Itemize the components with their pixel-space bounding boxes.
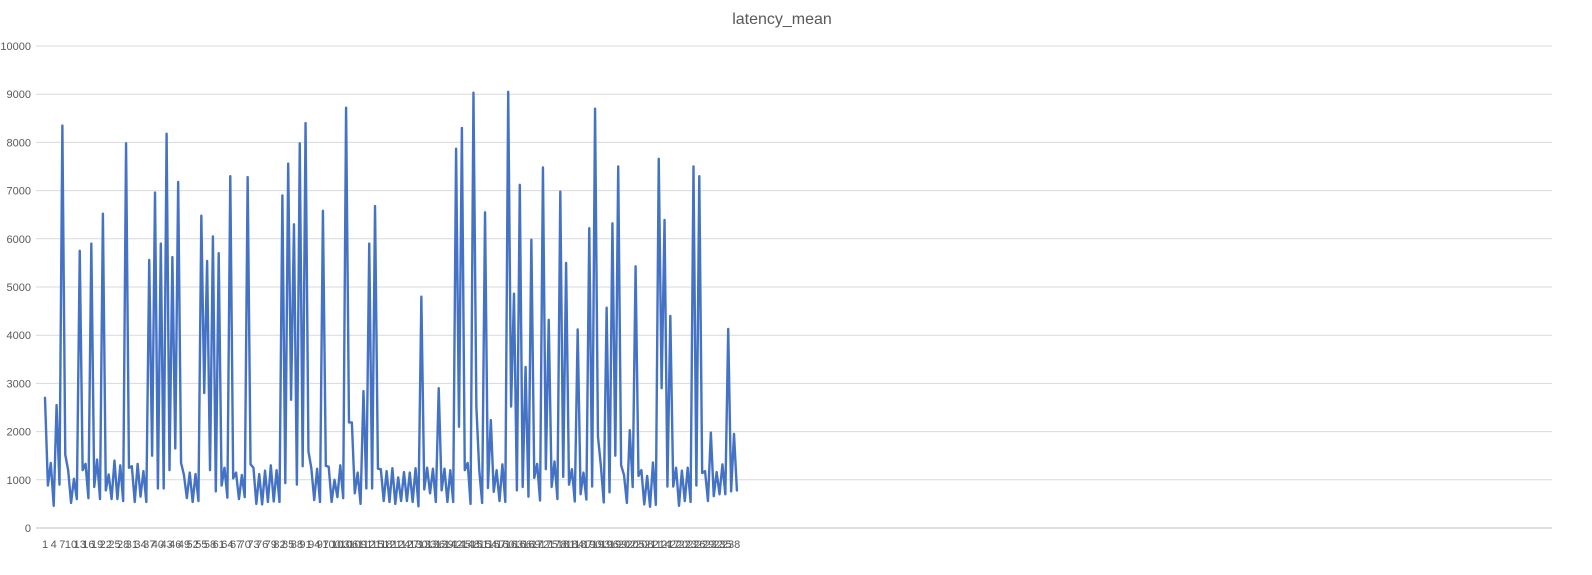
x-tick-label: 55	[195, 539, 207, 551]
y-tick-label: 7000	[7, 186, 31, 198]
x-tick-label: 97	[317, 539, 329, 551]
x-tick-label: 238	[722, 539, 740, 551]
x-tick-label: 220	[670, 539, 688, 551]
x-tick-label: 4	[51, 539, 57, 551]
x-tick-label: 184	[566, 539, 584, 551]
x-tick-label: 187	[574, 539, 592, 551]
x-tick-label: 145	[453, 539, 471, 551]
x-tick-label: 85	[282, 539, 294, 551]
x-tick-label: 82	[273, 539, 285, 551]
x-tick-label: 1	[42, 539, 48, 551]
x-tick-label: 100	[322, 539, 340, 551]
x-tick-label: 223	[679, 539, 697, 551]
x-tick-label: 16	[82, 539, 94, 551]
x-tick-label: 94	[308, 539, 320, 551]
x-tick-label: 112	[358, 539, 376, 551]
x-tick-label: 64	[221, 539, 233, 551]
x-tick-label: 157	[487, 539, 505, 551]
x-tick-label: 91	[299, 539, 311, 551]
y-tick-label: 8000	[7, 137, 31, 149]
x-tick-label: 31	[126, 539, 138, 551]
x-tick-label: 124	[392, 539, 410, 551]
x-tick-label: 136	[427, 539, 445, 551]
x-tick-label: 172	[531, 539, 549, 551]
series-line-0	[43, 90, 739, 508]
x-tick-label: 169	[522, 539, 540, 551]
x-tick-label: 19	[91, 539, 103, 551]
x-tick-label: 22	[100, 539, 112, 551]
x-tick-label: 61	[213, 539, 225, 551]
x-tick-label: 10	[65, 539, 77, 551]
grid-lines	[36, 45, 1552, 481]
x-tick-label: 109	[348, 539, 366, 551]
x-tick-label: 88	[291, 539, 303, 551]
x-tick-label: 67	[230, 539, 242, 551]
x-tick-label: 235	[713, 539, 731, 551]
x-tick-label: 193	[592, 539, 610, 551]
x-tick-label: 34	[134, 539, 146, 551]
x-tick-label: 208	[635, 539, 653, 551]
y-tick-label: 4000	[7, 330, 31, 342]
x-tick-label: 43	[160, 539, 172, 551]
y-tick-label: 3000	[7, 378, 31, 390]
x-tick-label: 25	[108, 539, 120, 551]
x-tick-label: 199	[609, 539, 627, 551]
x-tick-label: 106	[340, 539, 358, 551]
x-tick-label: 139	[435, 539, 453, 551]
series-layer	[43, 90, 739, 508]
x-tick-label: 196	[600, 539, 618, 551]
x-tick-label: 40	[152, 539, 164, 551]
x-tick-label: 151	[470, 539, 488, 551]
x-tick-label: 76	[256, 539, 268, 551]
y-tick-label: 1000	[7, 475, 31, 487]
x-tick-label: 232	[705, 539, 723, 551]
chart-title: latency_mean	[732, 11, 832, 28]
x-tick-label: 154	[479, 539, 497, 551]
x-tick-label: 127	[401, 539, 419, 551]
x-tick-label: 166	[513, 539, 531, 551]
x-tick-label: 52	[187, 539, 199, 551]
x-tick-label: 79	[265, 539, 277, 551]
x-tick-label: 37	[143, 539, 155, 551]
x-tick-label: 73	[247, 539, 259, 551]
x-tick-label: 49	[178, 539, 190, 551]
x-tick-label: 163	[505, 539, 523, 551]
x-tick-label: 133	[418, 539, 436, 551]
x-tick-label: 121	[383, 539, 401, 551]
x-tick-label: 142	[444, 539, 462, 551]
x-tick-label: 118	[375, 539, 393, 551]
y-tick-label: 2000	[7, 427, 31, 439]
y-tick-label: 5000	[7, 282, 31, 294]
x-tick-label: 175	[540, 539, 558, 551]
x-tick-label: 226	[687, 539, 705, 551]
x-tick-label: 205	[626, 539, 644, 551]
y-axis-tick-labels: 0 1000 2000 3000 4000 5000 6000 7000 8000 9000 100…	[0, 41, 31, 535]
x-tick-label: 181	[557, 539, 575, 551]
x-tick-label: 28	[117, 539, 129, 551]
y-tick-label: 6000	[7, 234, 31, 246]
x-tick-label: 214	[652, 539, 670, 551]
x-tick-label: 229	[696, 539, 714, 551]
y-tick-label: 9000	[7, 89, 31, 101]
x-tick-label: 211	[644, 539, 662, 551]
x-tick-label: 178	[548, 539, 566, 551]
x-tick-label: 7	[59, 539, 65, 551]
x-tick-label: 46	[169, 539, 181, 551]
x-tick-label: 103	[331, 539, 349, 551]
x-axis-tick-labels: 1 4 7 1013161922252831343740434649525558616…	[42, 539, 740, 551]
x-tick-label: 58	[204, 539, 216, 551]
y-tick-label: 10000	[0, 41, 31, 53]
x-tick-label: 148	[461, 539, 479, 551]
x-tick-label: 115	[366, 539, 384, 551]
x-tick-label: 130	[409, 539, 427, 551]
x-tick-label: 160	[496, 539, 514, 551]
x-tick-label: 217	[661, 539, 679, 551]
x-tick-label: 13	[74, 539, 86, 551]
x-tick-label: 190	[583, 539, 601, 551]
x-tick-label: 70	[239, 539, 251, 551]
y-tick-label: 0	[25, 523, 31, 535]
x-tick-label: 202	[618, 539, 636, 551]
